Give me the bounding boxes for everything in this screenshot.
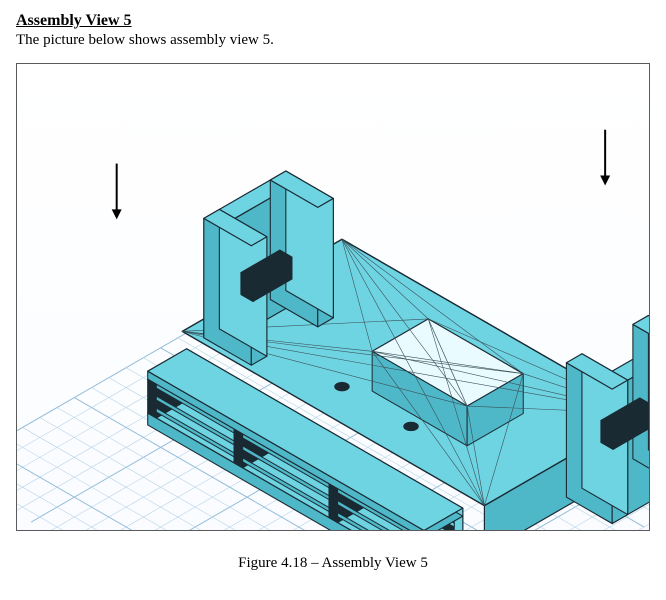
- section-heading: Assembly View 5: [16, 12, 650, 30]
- figure-caption: Figure 4.18 – Assembly View 5: [16, 555, 650, 572]
- figure-frame: [16, 63, 650, 531]
- assembly-diagram: [17, 64, 649, 530]
- section-subtext: The picture below shows assembly view 5.: [16, 32, 650, 49]
